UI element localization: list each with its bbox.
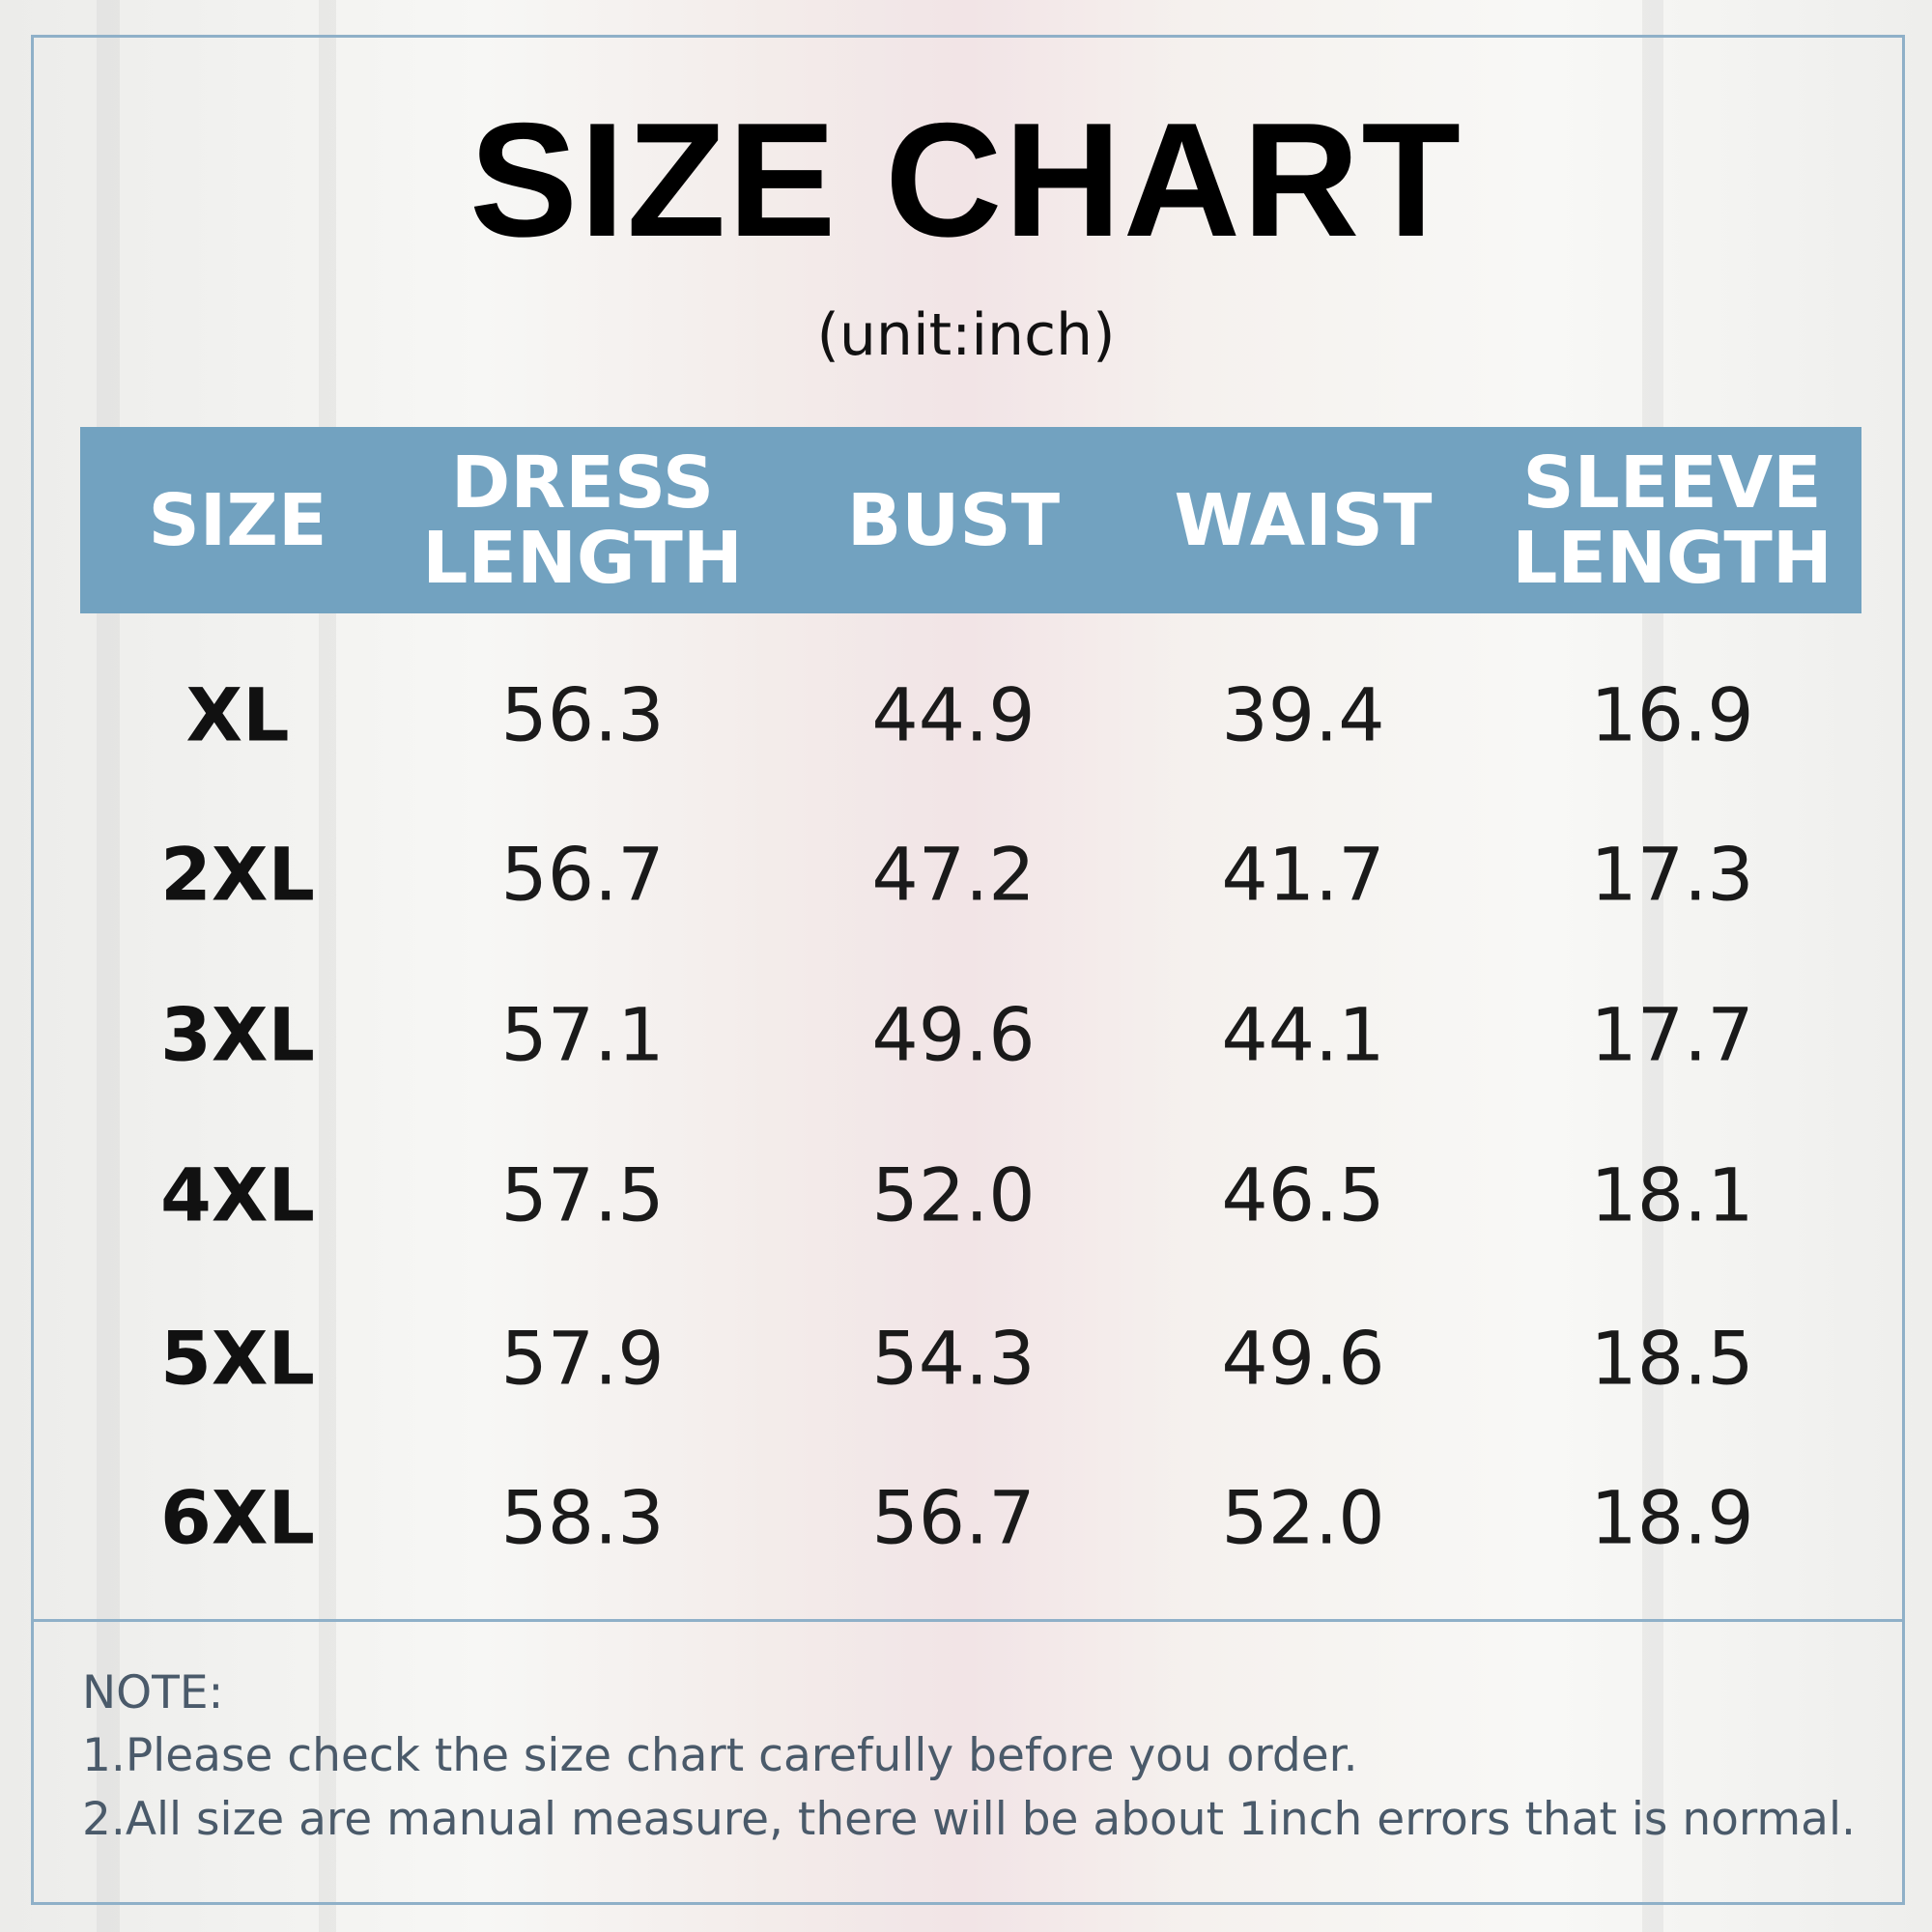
measurement: 52.0 bbox=[1221, 1474, 1385, 1561]
note-title: NOTE: bbox=[82, 1666, 224, 1719]
title: SIZE CHART bbox=[469, 89, 1463, 270]
size-label: XL bbox=[185, 671, 290, 758]
measurement: 56.7 bbox=[500, 831, 665, 918]
measurement: 17.3 bbox=[1590, 831, 1754, 918]
measurement: 46.5 bbox=[1221, 1151, 1385, 1238]
size-label: 6XL bbox=[160, 1474, 315, 1561]
size-label: 2XL bbox=[160, 831, 315, 918]
measurement: 47.2 bbox=[871, 831, 1036, 918]
column-header: SIZE bbox=[148, 478, 327, 562]
measurement: 56.7 bbox=[871, 1474, 1036, 1561]
measurement: 41.7 bbox=[1221, 831, 1385, 918]
size-label: 3XL bbox=[160, 991, 315, 1078]
column-header: DRESS LENGTH bbox=[422, 440, 743, 600]
measurement: 49.6 bbox=[1221, 1315, 1385, 1402]
measurement: 49.6 bbox=[871, 991, 1036, 1078]
separator bbox=[34, 1619, 1902, 1622]
measurement: 44.1 bbox=[1221, 991, 1385, 1078]
column-header: WAIST bbox=[1174, 478, 1433, 562]
measurement: 57.5 bbox=[500, 1151, 665, 1238]
measurement: 52.0 bbox=[871, 1151, 1036, 1238]
background-stripe bbox=[97, 0, 120, 1932]
measurement: 39.4 bbox=[1221, 671, 1385, 758]
measurement: 58.3 bbox=[500, 1474, 665, 1561]
measurement: 44.9 bbox=[871, 671, 1036, 758]
measurement: 56.3 bbox=[500, 671, 665, 758]
measurement: 54.3 bbox=[871, 1315, 1036, 1402]
frame bbox=[31, 35, 1905, 1905]
size-label: 4XL bbox=[160, 1151, 315, 1238]
measurement: 57.9 bbox=[500, 1315, 665, 1402]
note-line: 2.All size are manual measure, there wil… bbox=[82, 1793, 1856, 1846]
size-label: 5XL bbox=[160, 1315, 315, 1402]
subtitle: (unit:inch) bbox=[816, 301, 1116, 369]
measurement: 18.1 bbox=[1590, 1151, 1754, 1238]
table-header: SIZE DRESS LENGTH BUST WAIST SLEEVE LENGTH bbox=[80, 427, 1861, 613]
column-header: SLEEVE LENGTH bbox=[1512, 440, 1833, 600]
measurement: 16.9 bbox=[1590, 671, 1754, 758]
column-header: BUST bbox=[846, 478, 1061, 562]
measurement: 18.5 bbox=[1590, 1315, 1754, 1402]
note-line: 1.Please check the size chart carefully … bbox=[82, 1729, 1358, 1782]
measurement: 57.1 bbox=[500, 991, 665, 1078]
measurement: 17.7 bbox=[1590, 991, 1754, 1078]
measurement: 18.9 bbox=[1590, 1474, 1754, 1561]
